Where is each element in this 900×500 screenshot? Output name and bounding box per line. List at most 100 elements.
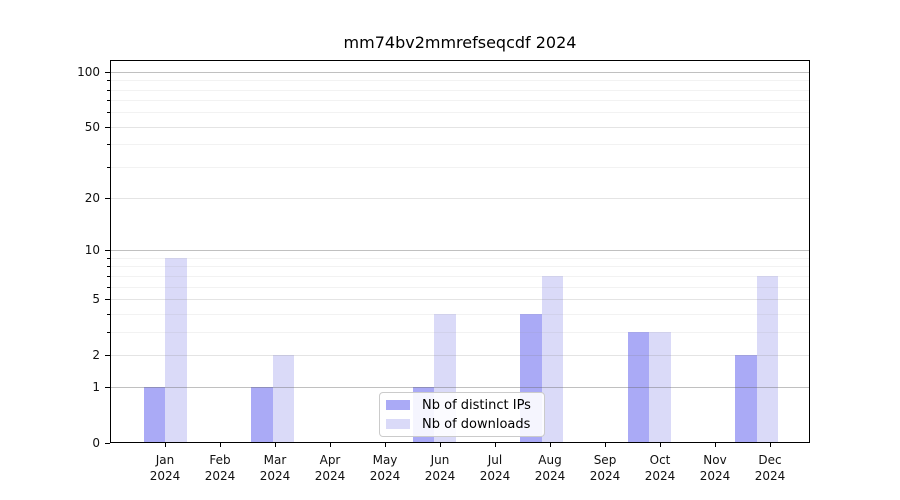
y-tick-0 <box>105 443 110 444</box>
y-minor-tick-3 <box>107 331 110 333</box>
x-tick-label-sep: Sep 2024 <box>577 452 633 484</box>
x-tick-month-dec: Dec <box>758 453 782 467</box>
x-tick-apr <box>330 443 331 447</box>
plot-area <box>110 60 810 443</box>
gridline-minor-8 <box>110 266 810 268</box>
gridline-minor-80 <box>110 89 810 91</box>
legend: Nb of distinct IPs Nb of downloads <box>379 392 545 437</box>
x-tick-label-apr: Apr 2024 <box>302 452 358 484</box>
x-tick-label-jun: Jun 2024 <box>412 452 468 484</box>
x-tick-year-jul: 2024 <box>479 469 511 483</box>
gridline-minor-30 <box>110 166 810 168</box>
x-tick-oct <box>660 443 661 447</box>
gridline-2 <box>110 354 810 356</box>
bar-ips-mar <box>251 387 273 443</box>
x-tick-year-feb: 2024 <box>204 469 236 483</box>
y-minor-tick-4 <box>107 313 110 315</box>
x-tick-month-nov: Nov <box>703 453 727 467</box>
legend-item-distinct-ips: Nb of distinct IPs <box>386 398 544 413</box>
gridline-10 <box>110 250 810 252</box>
x-tick-mar <box>275 443 276 447</box>
x-tick-month-aug: Aug <box>538 453 562 467</box>
y-tick-label-0: 0 <box>92 436 100 450</box>
y-minor-tick-9 <box>107 257 110 259</box>
legend-item-downloads: Nb of downloads <box>386 417 544 432</box>
bar-downloads-jan <box>165 257 187 443</box>
x-tick-label-may: May 2024 <box>357 452 413 484</box>
x-tick-label-jan: Jan 2024 <box>137 452 193 484</box>
gridline-50 <box>110 126 810 128</box>
x-tick-label-aug: Aug 2024 <box>522 452 578 484</box>
bar-downloads-dec <box>756 275 779 443</box>
x-tick-label-oct: Oct 2024 <box>632 452 688 484</box>
x-tick-month-oct: Oct <box>649 453 671 467</box>
bar-ips-dec <box>735 354 757 443</box>
y-tick-100 <box>105 71 110 73</box>
gridline-100 <box>110 71 810 73</box>
x-tick-month-jun: Jun <box>430 453 450 467</box>
x-tick-label-dec: Dec 2024 <box>742 452 798 484</box>
bar-downloads-aug <box>541 275 564 443</box>
y-tick-20 <box>105 198 110 200</box>
x-tick-dec <box>770 443 771 447</box>
y-minor-tick-6 <box>107 286 110 288</box>
x-tick-year-jun: 2024 <box>424 469 456 483</box>
gridline-1 <box>110 387 810 389</box>
gridline-minor-60 <box>110 112 810 114</box>
x-tick-label-mar: Mar 2024 <box>247 452 303 484</box>
y-tick-5 <box>105 298 110 300</box>
x-tick-year-apr: 2024 <box>314 469 346 483</box>
x-tick-jun <box>440 443 441 447</box>
y-tick-label-1: 1 <box>92 380 100 395</box>
gridline-minor-4 <box>110 313 810 315</box>
chart-title: mm74bv2mmrefseqcdf 2024 <box>343 33 577 52</box>
bar-downloads-oct <box>649 331 671 443</box>
gridline-minor-90 <box>110 80 810 82</box>
y-minor-tick-70 <box>107 100 110 102</box>
gridline-minor-3 <box>110 331 810 333</box>
y-minor-tick-40 <box>107 144 110 146</box>
legend-label-downloads: Nb of downloads <box>422 416 531 432</box>
y-minor-tick-8 <box>107 266 110 268</box>
bar-ips-oct <box>627 331 650 443</box>
bar-ips-jan <box>143 387 165 443</box>
x-tick-month-jul: Jul <box>487 453 503 467</box>
y-tick-label-2: 2 <box>92 347 100 362</box>
legend-label-distinct-ips: Nb of distinct IPs <box>422 397 531 413</box>
gridline-minor-40 <box>110 144 810 146</box>
y-tick-2 <box>105 354 110 356</box>
y-tick-label-5: 5 <box>92 291 100 306</box>
y-tick-label-100: 100 <box>77 64 100 79</box>
x-tick-year-dec: 2024 <box>754 469 786 483</box>
x-tick-jul <box>495 443 496 447</box>
y-tick-label-10: 10 <box>84 243 100 258</box>
gridline-minor-7 <box>110 275 810 277</box>
x-tick-label-nov: Nov 2024 <box>687 452 743 484</box>
y-tick-1 <box>105 387 110 389</box>
legend-swatch-downloads <box>386 419 410 429</box>
x-tick-nov <box>715 443 716 447</box>
x-tick-may <box>385 443 386 447</box>
x-tick-year-jan: 2024 <box>149 469 181 483</box>
y-minor-tick-30 <box>107 166 110 168</box>
x-tick-sep <box>605 443 606 447</box>
x-tick-label-jul: Jul 2024 <box>467 452 523 484</box>
y-minor-tick-90 <box>107 80 110 82</box>
gridline-minor-6 <box>110 286 810 288</box>
y-tick-50 <box>105 126 110 128</box>
x-tick-year-mar: 2024 <box>259 469 291 483</box>
y-tick-label-50: 50 <box>84 119 100 134</box>
y-minor-tick-7 <box>107 275 110 277</box>
legend-swatch-distinct-ips <box>386 400 410 410</box>
x-tick-month-jan: Jan <box>155 453 175 467</box>
y-minor-tick-60 <box>107 112 110 114</box>
x-tick-feb <box>220 443 221 447</box>
x-tick-year-may: 2024 <box>369 469 401 483</box>
x-tick-year-aug: 2024 <box>534 469 566 483</box>
gridline-5 <box>110 298 810 300</box>
x-tick-label-feb: Feb 2024 <box>192 452 248 484</box>
x-tick-month-sep: Sep <box>593 453 617 467</box>
x-tick-year-sep: 2024 <box>589 469 621 483</box>
x-tick-month-apr: Apr <box>319 453 341 467</box>
